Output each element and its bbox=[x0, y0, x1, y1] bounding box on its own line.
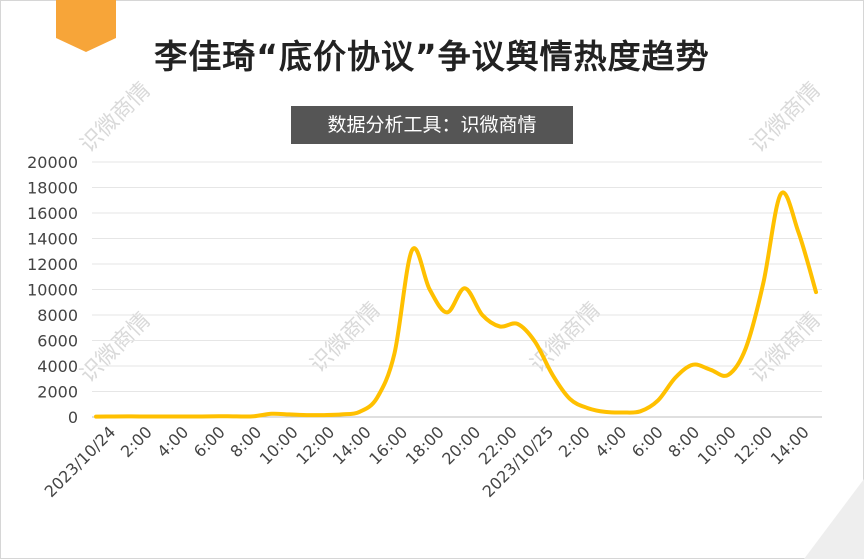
y-tick-label: 6000 bbox=[37, 332, 78, 351]
x-tick-label: 10:00 bbox=[694, 422, 740, 468]
y-axis: 0 2000 4000 6000 8000 10000 12000 14000 16000 180… bbox=[27, 153, 78, 427]
chart-subtitle: 数据分析工具：识微商情 bbox=[291, 106, 573, 144]
y-tick-label: 12000 bbox=[27, 255, 78, 274]
x-axis: 2023/10/242:004:006:008:0010:0012:0014:0… bbox=[41, 422, 813, 501]
corner-tag bbox=[56, 0, 116, 52]
x-tick-label: 4:00 bbox=[153, 422, 192, 461]
page-curl bbox=[804, 479, 864, 559]
x-tick-label: 20:00 bbox=[438, 422, 484, 468]
y-tick-label: 18000 bbox=[27, 179, 78, 198]
y-tick-label: 0 bbox=[68, 408, 78, 427]
x-tick-label: 2023/10/24 bbox=[41, 422, 120, 501]
y-tick-label: 4000 bbox=[37, 357, 78, 376]
x-tick-label: 6:00 bbox=[628, 422, 667, 461]
x-tick-label: 14:00 bbox=[329, 422, 375, 468]
x-tick-label: 2:00 bbox=[555, 422, 594, 461]
x-tick-label: 2:00 bbox=[117, 422, 156, 461]
x-tick-label: 4:00 bbox=[591, 422, 630, 461]
series-group bbox=[94, 190, 818, 419]
y-tick-label: 20000 bbox=[27, 153, 78, 172]
series-line bbox=[94, 190, 818, 419]
y-tick-label: 8000 bbox=[37, 306, 78, 325]
x-tick-label: 12:00 bbox=[292, 422, 338, 468]
gridlines bbox=[92, 161, 822, 418]
y-tick-label: 2000 bbox=[37, 383, 78, 402]
x-tick-label: 14:00 bbox=[767, 422, 813, 468]
x-tick-label: 16:00 bbox=[365, 422, 411, 468]
x-tick-label: 10:00 bbox=[256, 422, 302, 468]
x-tick-label: 12:00 bbox=[730, 422, 776, 468]
y-tick-label: 16000 bbox=[27, 204, 78, 223]
x-tick-label: 18:00 bbox=[402, 422, 448, 468]
y-tick-label: 14000 bbox=[27, 230, 78, 249]
x-tick-label: 6:00 bbox=[190, 422, 229, 461]
chart-title: 李佳琦“底价协议”争议舆情热度趋势 bbox=[154, 37, 710, 76]
y-tick-label: 10000 bbox=[27, 281, 78, 300]
